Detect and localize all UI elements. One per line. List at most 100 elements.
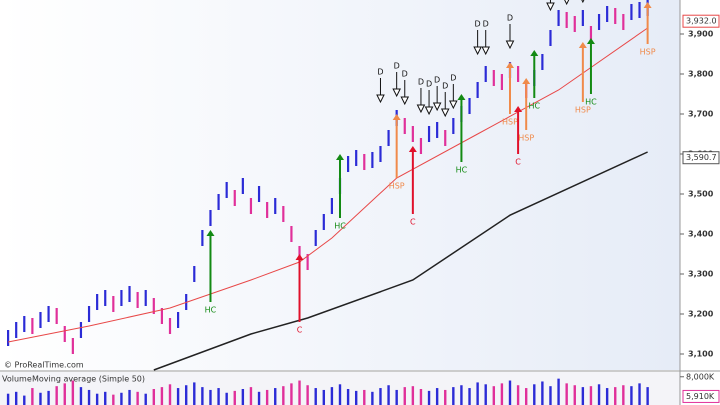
d-marker-head — [564, 0, 570, 6]
volume-bar — [71, 380, 75, 405]
signal-label: C — [410, 218, 416, 227]
volume-bar — [306, 385, 309, 405]
volume-bar — [225, 392, 228, 405]
volume-bar — [614, 387, 617, 405]
y-tick-label: 3,700 — [688, 110, 714, 119]
volume-bar — [322, 389, 326, 405]
volume-bar — [160, 387, 164, 405]
volume-bar — [354, 390, 358, 405]
d-marker-label: D — [442, 82, 448, 91]
volume-bar — [330, 387, 334, 405]
y-tick-label: 3,200 — [688, 310, 714, 319]
volume-bar — [630, 386, 633, 405]
d-marker-label: D — [483, 20, 489, 29]
signal-label: HC — [205, 306, 217, 315]
signal-arrowhead — [392, 114, 401, 120]
volume-bar — [346, 389, 350, 405]
volume-bar — [338, 384, 342, 405]
signal-arrowhead — [530, 50, 539, 56]
signal-arrowhead — [295, 254, 304, 260]
volume-bar — [249, 387, 253, 405]
d-marker-label: D — [418, 78, 424, 87]
volume-subtitle: Moving average (Simple 50) — [32, 375, 145, 384]
volume-bar — [363, 389, 366, 405]
volume-tag — [682, 389, 720, 403]
d-marker-head — [505, 40, 515, 50]
y-tick-label: 3,100 — [688, 350, 714, 359]
volume-bar — [508, 380, 512, 405]
signal-arrowhead — [578, 42, 587, 48]
volume-bar — [31, 388, 34, 405]
signal-arrowhead — [408, 146, 417, 152]
volume-bar — [541, 381, 544, 405]
signal-arrowhead — [457, 94, 466, 100]
d-marker-head — [432, 102, 442, 112]
d-marker-head — [546, 2, 555, 12]
volume-bar — [176, 388, 180, 405]
signal-label: HC — [334, 222, 346, 231]
volume-bar — [55, 386, 58, 405]
signal-arrowhead — [506, 62, 514, 68]
volume-bar — [605, 388, 609, 405]
volume-bar — [500, 383, 504, 405]
y-tick-label: 3,800 — [688, 70, 714, 79]
signal-arrowhead — [514, 106, 523, 112]
d-marker-head — [400, 96, 410, 106]
d-marker-label: D — [377, 68, 383, 77]
signal-label: HSP — [640, 48, 656, 57]
signal-arrowhead — [206, 230, 215, 236]
volume-bar — [152, 389, 156, 405]
volume-bar — [646, 387, 649, 405]
volume-bar — [274, 388, 277, 405]
volume-bar — [298, 380, 301, 405]
volume-title: Volume — [2, 375, 32, 384]
d-marker-head — [440, 108, 450, 118]
volume-bar — [47, 390, 50, 405]
volume-bar — [597, 384, 601, 405]
signal-label: C — [515, 158, 521, 167]
volume-bar — [136, 391, 139, 405]
volume-bar — [104, 391, 107, 405]
volume-bar — [184, 385, 188, 405]
volume-bar — [120, 392, 123, 405]
volume-bar — [257, 391, 261, 405]
volume-bar — [444, 389, 447, 405]
d-marker-head — [481, 46, 491, 56]
d-marker-head — [473, 46, 482, 56]
volume-bar — [63, 383, 66, 405]
volume-bar — [79, 387, 83, 405]
y-tick-label: 3,500 — [688, 190, 714, 199]
volume-bar — [484, 384, 487, 405]
signal-label: HC — [456, 166, 468, 175]
volume-bar — [95, 393, 99, 405]
volume-bar — [23, 395, 26, 405]
volume-bar — [589, 386, 593, 405]
volume-bar — [265, 389, 269, 405]
volume-tick-label: 8,000K — [686, 372, 715, 381]
volume-bar — [209, 389, 212, 405]
volume-bar — [387, 385, 390, 405]
volume-bar — [549, 386, 552, 405]
volume-bar — [379, 388, 382, 405]
credit: © ProRealTime.com — [4, 361, 84, 370]
volume-bar — [168, 384, 172, 405]
volume-bar — [533, 384, 536, 405]
signal-label: HC — [585, 98, 597, 107]
volume-bar — [435, 388, 439, 405]
signal-label: HSP — [389, 182, 405, 191]
y-tick-label: 3,300 — [688, 270, 714, 279]
volume-tag-label: 5,910K — [686, 392, 715, 401]
d-marker-label: D — [450, 74, 456, 83]
volume-bar — [144, 393, 147, 405]
volume-bar — [492, 386, 496, 405]
volume-bar — [39, 392, 42, 405]
d-marker-label: D — [402, 70, 408, 79]
volume-bar — [371, 391, 374, 405]
volume-bar — [468, 388, 471, 405]
volume-bar — [201, 387, 204, 405]
signal-arrowhead — [522, 78, 531, 84]
signal-arrowhead — [586, 38, 595, 44]
signal-label: C — [297, 326, 303, 335]
price-tag — [682, 14, 720, 28]
d-marker-head — [416, 104, 426, 114]
